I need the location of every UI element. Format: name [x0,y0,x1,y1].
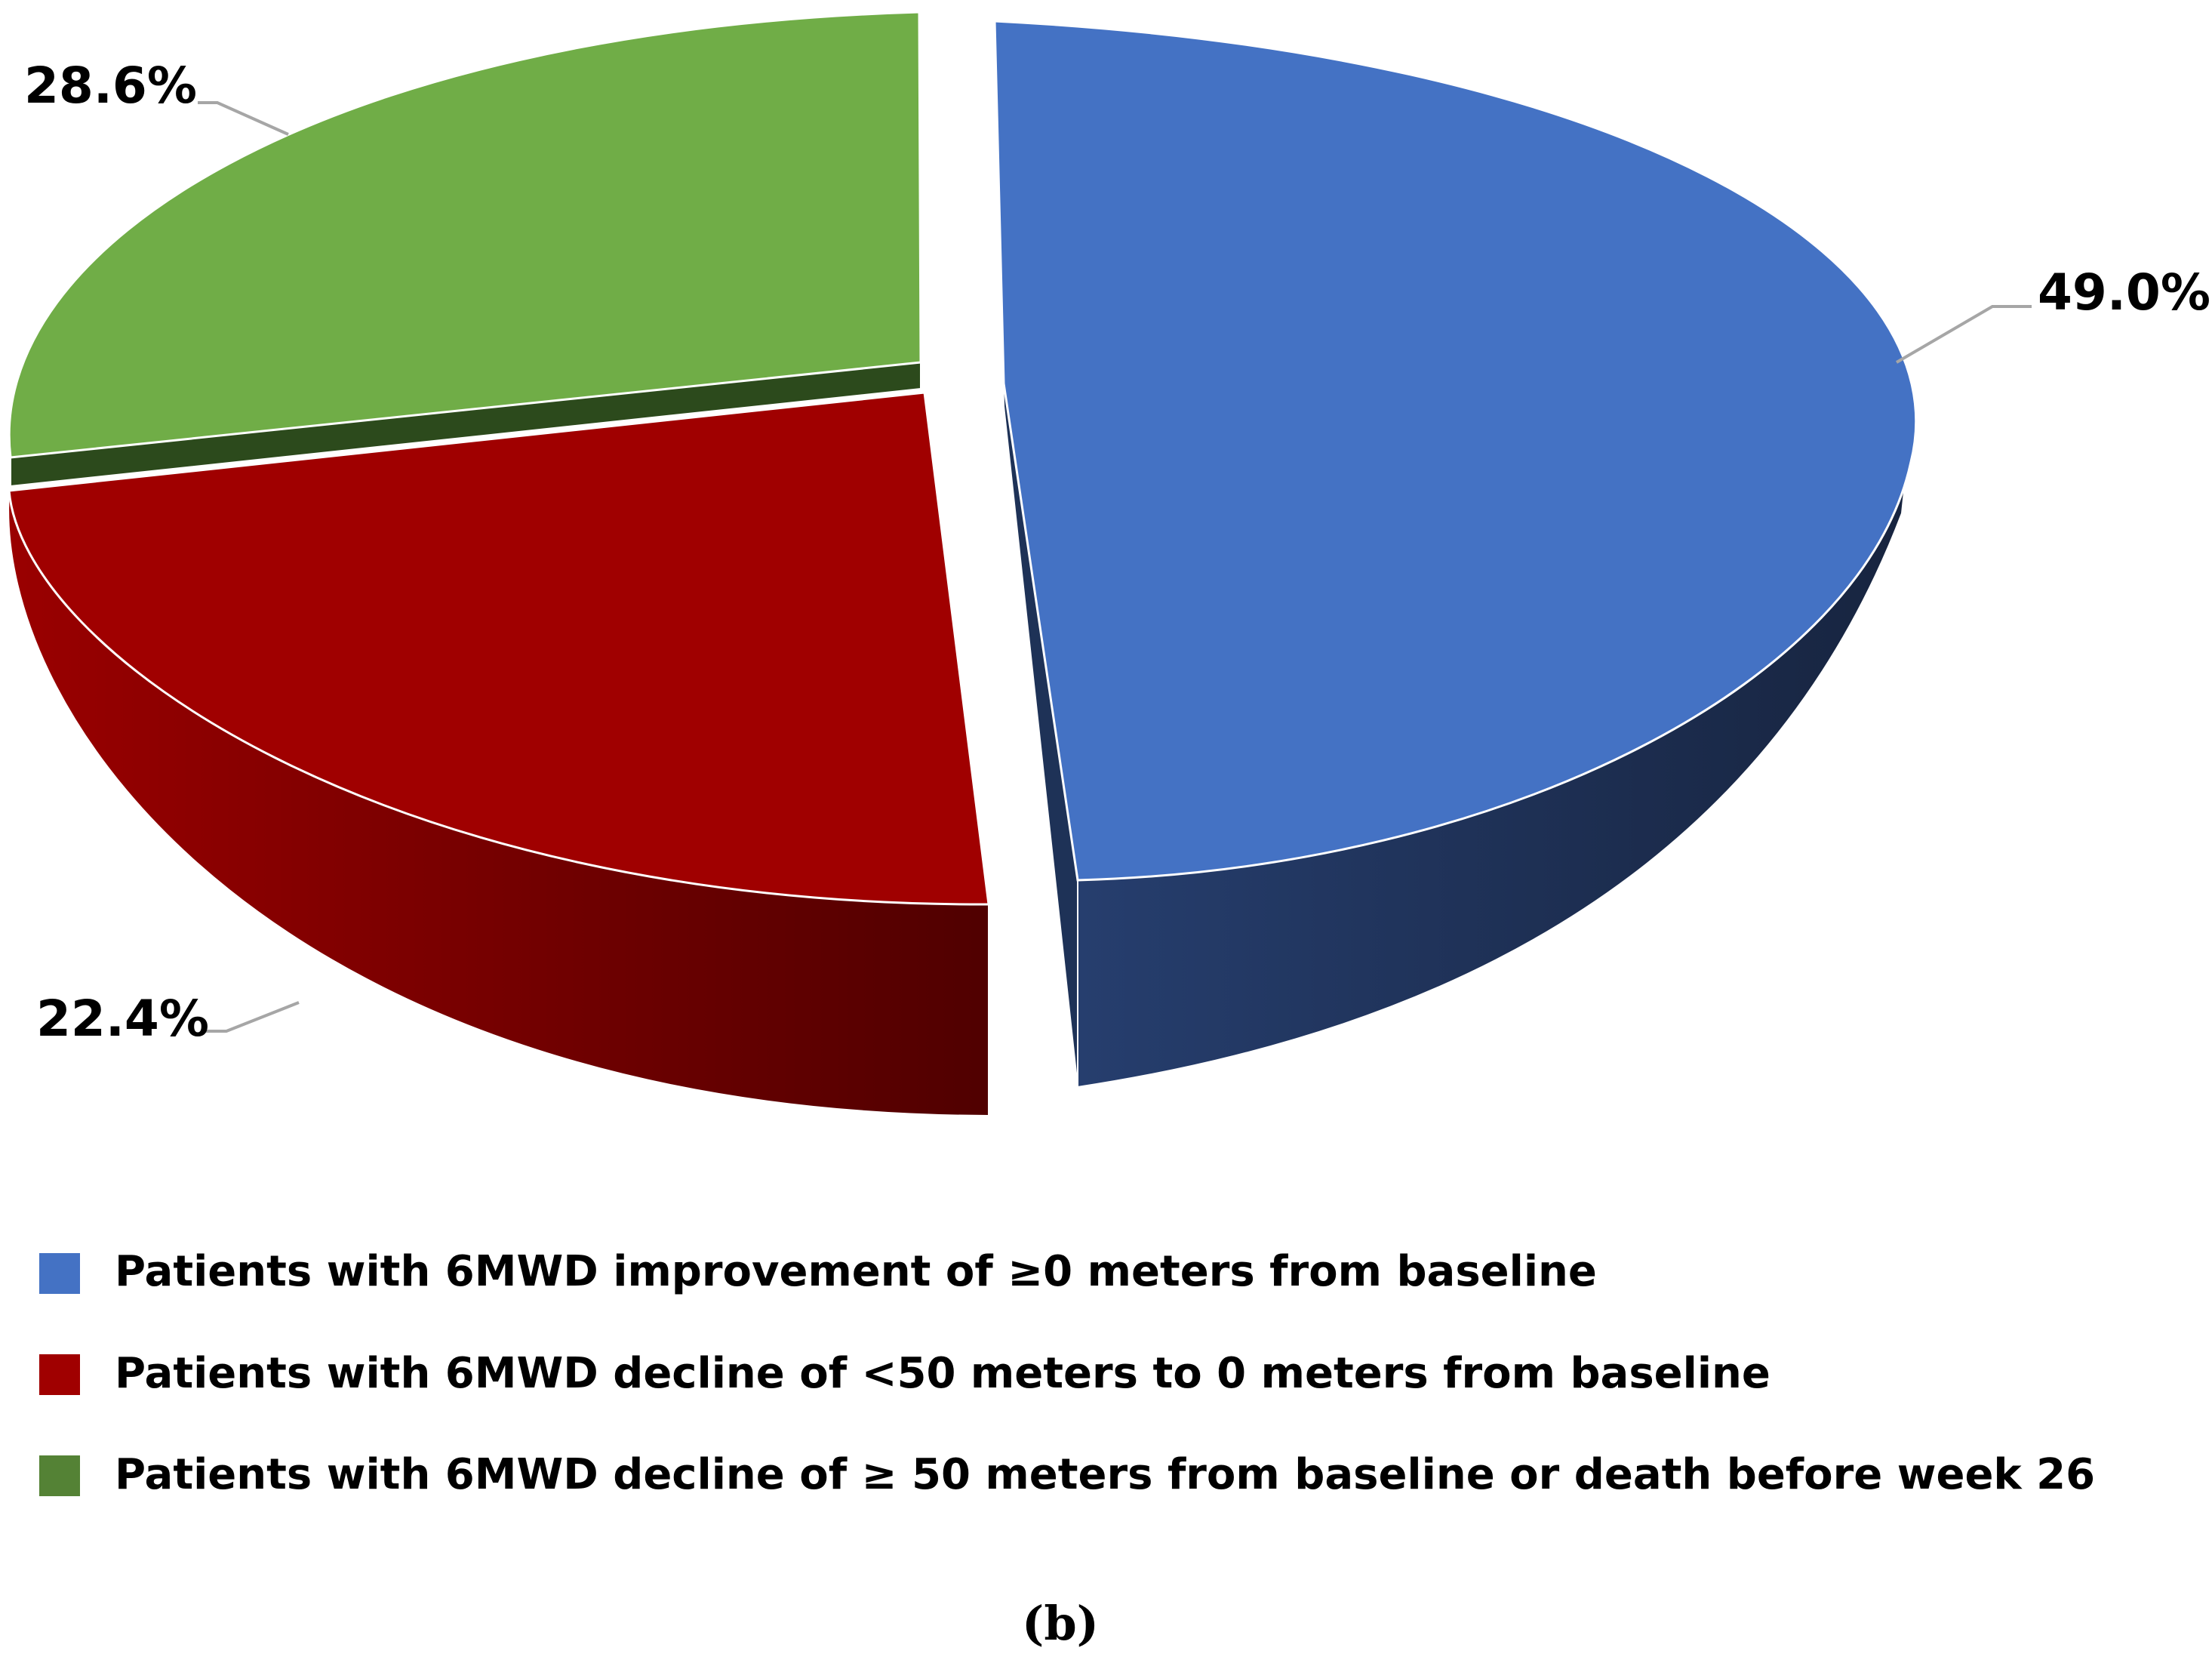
legend-item-decline-large: Patients with 6MWD decline of ≥ 50 meter… [39,1450,2095,1499]
legend-label-decline-small: Patients with 6MWD decline of <50 meters… [115,1349,1771,1398]
legend-swatch-decline-small [39,1354,80,1395]
pie-slice-decline-small-top [8,391,990,906]
leader-line-improvement [1895,305,2032,364]
legend-swatch-improvement [39,1253,80,1294]
leader-line-decline-small [202,1001,300,1033]
figure-caption: (b) [1022,1596,1099,1651]
pie-slice-decline-small [8,391,990,1117]
pie-slice-improvement [993,20,1918,1089]
pie-slice-decline-large [8,11,922,488]
legend: Patients with 6MWD improvement of ≥0 met… [39,1247,2095,1499]
legend-item-decline-small: Patients with 6MWD decline of <50 meters… [39,1349,1771,1398]
pie-slices [8,11,1918,1117]
data-label-decline-large: 28.6% [24,57,197,115]
pie-slice-improvement-top [993,20,1918,882]
leader-line-decline-large [198,101,289,136]
legend-label-improvement: Patients with 6MWD improvement of ≥0 met… [115,1247,1597,1296]
legend-swatch-decline-large [39,1455,80,1496]
pie-slice-decline-large-top [8,11,922,459]
data-label-decline-small: 22.4% [36,990,209,1048]
legend-item-improvement: Patients with 6MWD improvement of ≥0 met… [39,1247,1597,1296]
data-label-improvement: 49.0% [2038,263,2210,322]
pie-data-labels: 49.0% 22.4% 28.6% [24,57,2210,1048]
legend-label-decline-large: Patients with 6MWD decline of ≥ 50 meter… [115,1450,2095,1499]
